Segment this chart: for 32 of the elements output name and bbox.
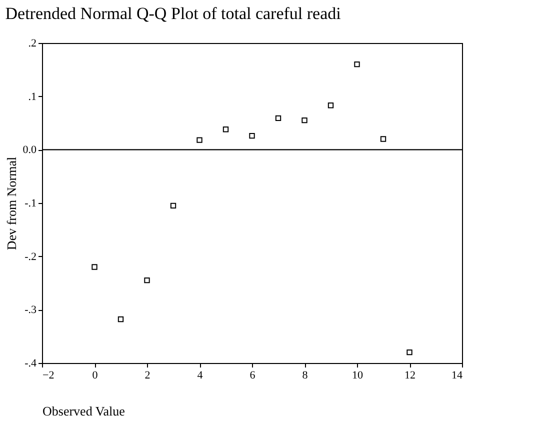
x-tick-label: 2 xyxy=(144,370,150,382)
x-axis-title: Observed Value xyxy=(42,404,126,418)
y-tick-label: .2 xyxy=(28,38,36,50)
point xyxy=(406,349,412,356)
y-axis-title: Dev from Normal xyxy=(4,156,19,250)
x-tick-label: 6 xyxy=(250,370,256,382)
x-tick-label: 8 xyxy=(302,370,308,382)
x-tick-label: 14 xyxy=(452,370,463,382)
point xyxy=(275,115,282,122)
point xyxy=(196,137,202,143)
point xyxy=(170,202,176,209)
y-tick-label: -.1 xyxy=(24,198,36,210)
x-tick-label: 4 xyxy=(197,370,204,382)
point xyxy=(118,316,124,322)
x-tick-label: 0 xyxy=(92,370,98,382)
y-tick-label: 0.0 xyxy=(22,144,37,156)
point xyxy=(328,102,334,108)
point xyxy=(354,61,360,68)
x-tick-label: 12 xyxy=(404,370,416,382)
y-tick-label: -.3 xyxy=(24,304,37,316)
x-tick-label: 10 xyxy=(352,370,364,382)
y-tick-label: -.2 xyxy=(24,250,36,263)
point xyxy=(92,264,98,270)
point xyxy=(222,126,229,132)
point xyxy=(249,132,255,139)
x-tick-label: −2 xyxy=(42,370,54,382)
point xyxy=(302,117,308,124)
point xyxy=(380,136,386,142)
y-tick-label: .1 xyxy=(28,90,36,103)
chart-title: Detrended Normal Q-Q Plot of total careful readi xyxy=(5,4,342,23)
y-tick-label: -.4 xyxy=(24,358,37,370)
point xyxy=(144,277,150,284)
